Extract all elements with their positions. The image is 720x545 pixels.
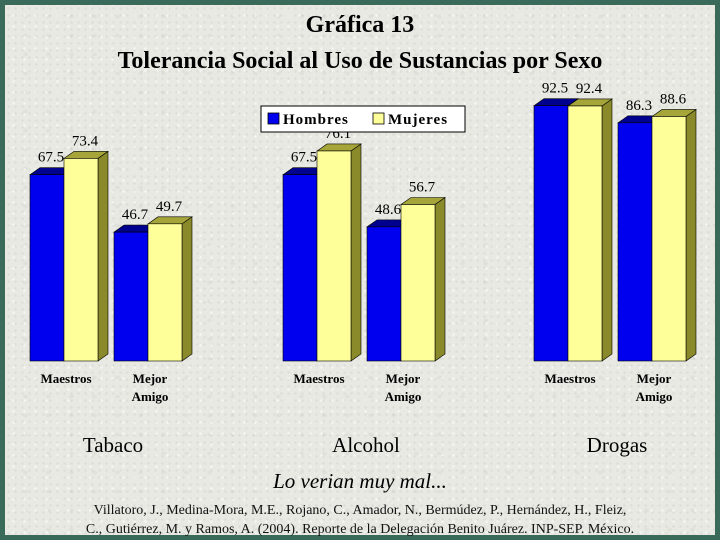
bar-alcohol-mejor-amigo-hombres xyxy=(366,226,402,362)
bar-alcohol-maestros-hombres xyxy=(282,174,318,362)
bar-alcohol-mejor-amigo-mujeres xyxy=(400,204,436,362)
bar-tabaco-maestros-hombres xyxy=(29,174,65,362)
legend-label: Hombres xyxy=(283,112,349,128)
category-label: Amigo xyxy=(385,389,422,404)
data-label: 48.6 xyxy=(375,202,402,218)
data-label: 67.5 xyxy=(38,150,64,166)
panel-label-drogas: Drogas xyxy=(586,433,648,457)
data-label: 49.7 xyxy=(156,199,183,215)
category-label: Maestros xyxy=(40,371,91,386)
data-label: 56.7 xyxy=(409,180,436,196)
category-label: Mejor xyxy=(133,371,168,386)
bar-drogas-mejor-amigo-mujeres xyxy=(651,116,687,362)
category-label: Amigo xyxy=(636,389,673,404)
bar-drogas-maestros-mujeres-side xyxy=(601,98,613,362)
data-label: 67.5 xyxy=(291,150,317,166)
chart-caption: Lo verian muy mal... xyxy=(273,469,447,493)
bar-tabaco-mejor-amigo-mujeres-side xyxy=(181,216,193,362)
data-label: 46.7 xyxy=(122,207,149,223)
legend-label: Mujeres xyxy=(388,112,448,128)
bar-tabaco-mejor-amigo-hombres xyxy=(113,231,149,362)
category-label: Amigo xyxy=(132,389,169,404)
bar-drogas-maestros-mujeres xyxy=(567,105,603,362)
bar-chart: 67.573.4Maestros46.749.7MejorAmigo67.576… xyxy=(29,81,697,404)
data-label: 86.3 xyxy=(626,98,652,114)
data-label: 92.5 xyxy=(542,81,568,97)
bar-tabaco-maestros-mujeres xyxy=(63,158,99,362)
category-label: Mejor xyxy=(386,371,421,386)
legend-box xyxy=(260,105,466,133)
citation-line-2: C., Gutiérrez, M. y Ramos, A. (2004). Re… xyxy=(85,522,635,537)
citation-line-1: Villatoro, J., Medina-Mora, M.E., Rojano… xyxy=(93,503,627,518)
data-label: 92.4 xyxy=(576,81,603,97)
bar-alcohol-mejor-amigo-mujeres-side xyxy=(434,196,446,362)
category-label: Mejor xyxy=(637,371,672,386)
bar-tabaco-maestros-mujeres-side xyxy=(97,150,109,362)
chart-subtitle-heading: Tolerancia Social al Uso de Sustancias p… xyxy=(117,48,603,74)
chart-title: Gráfica 13 xyxy=(305,12,415,38)
bar-drogas-maestros-hombres xyxy=(533,105,569,362)
legend-swatch-mujeres xyxy=(372,112,385,125)
bar-alcohol-maestros-mujeres-side xyxy=(350,143,362,362)
bar-tabaco-mejor-amigo-mujeres xyxy=(147,223,183,362)
bar-alcohol-maestros-mujeres xyxy=(316,150,352,362)
category-label: Maestros xyxy=(544,371,595,386)
data-label: 88.6 xyxy=(660,91,687,107)
legend-swatch-hombres xyxy=(267,112,280,125)
panel-label-tabaco: Tabaco xyxy=(82,433,144,457)
category-label: Maestros xyxy=(293,371,344,386)
data-label: 73.4 xyxy=(72,133,99,149)
bar-drogas-mejor-amigo-mujeres-side xyxy=(685,108,697,362)
panel-label-alcohol: Alcohol xyxy=(332,433,400,457)
bar-drogas-mejor-amigo-hombres xyxy=(617,122,653,362)
